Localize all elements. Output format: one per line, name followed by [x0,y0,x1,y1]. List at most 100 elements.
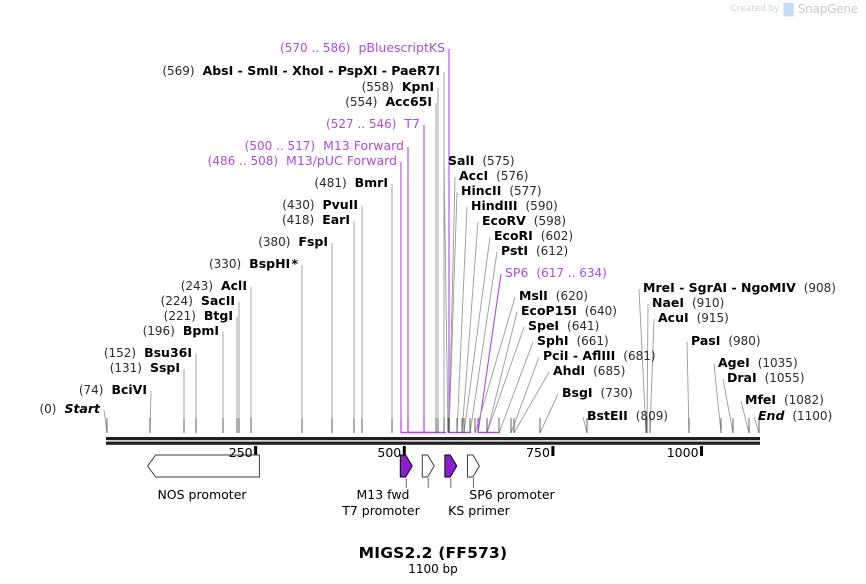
site-name: FspI [298,234,328,249]
site-position: (243) [180,279,214,293]
feature-arrow-t7-promoter[interactable] [399,454,413,478]
site-label-bsu36i: (152) Bsu36I [0,346,192,360]
site-position: (730) [600,386,633,400]
ruler-tick-250: 250 [228,445,253,460]
site-name: T7 [404,116,420,131]
site-position: (1100) [792,409,833,423]
site-name: SgrAI [688,280,728,295]
site-position: (1035) [757,356,798,370]
site-name: PspXI [337,63,378,78]
sequence-backbone-bottom [106,441,760,445]
site-label-pcii: PciI - AflIII (681) [543,349,656,363]
site-name: SP6 [505,265,529,280]
ruler-tick-1000: 1000 [666,445,699,460]
site-label-btgi: (221) BtgI [0,309,233,323]
site-name: AbsI [202,63,234,78]
feature-arrow-m13-fwd[interactable] [421,454,435,478]
site-position: (640) [584,304,617,318]
site-name: AgeI [718,355,750,370]
site-position: (1082) [783,393,824,407]
site-name: SpeI [528,318,560,333]
site-label-drai: DraI (1055) [727,371,805,385]
site-name: AclI [220,278,247,293]
site-name: BstEII [587,408,628,423]
site-position: (558) [361,80,394,94]
feature-arrow-ks-primer[interactable] [444,454,458,478]
site-position: (617 .. 634) [536,266,607,280]
snapgene-logo-icon: ▇ [783,1,794,17]
watermark-created-by: Created by [730,4,780,14]
leader-line [513,371,550,434]
site-name: BspHI [249,256,291,271]
site-name: PstI [501,243,529,258]
site-name: KpnI [401,79,434,94]
site-position: (576) [496,169,529,183]
site-name: PasI [691,333,721,348]
site-position: (224) [160,294,193,308]
name-separator: - [323,63,338,78]
site-name: BmrI [354,175,388,190]
site-position: (527 .. 546) [326,117,397,131]
feature-caption-sp6-promoter: SP6 promoter [469,487,555,502]
feature-arrow-sp6-promoter[interactable] [466,454,480,478]
feature-caption-nos-promoter: NOS promoter [157,487,247,502]
site-position: (685) [593,364,626,378]
name-separator: - [377,63,392,78]
site-position: (380) [258,235,291,249]
leader-line [753,416,760,434]
leader-line [486,326,525,434]
leader-line [510,356,540,434]
site-position: (196) [142,324,175,338]
site-name: SspI [149,360,180,375]
site-position: (570 .. 586) [280,41,351,55]
site-position: (641) [567,319,600,333]
site-name: SphI [537,333,569,348]
site-position: (980) [728,334,761,348]
ruler-tick-750: 750 [526,445,550,460]
feature-arrow-nos-promoter[interactable] [146,454,260,478]
site-label-m13/puc forward: (486 .. 508) M13/pUC Forward [0,154,397,168]
site-label-absi: (569) AbsI - SmlI - XhoI - PspXI - PaeR7… [0,64,440,78]
site-label-mfei: MfeI (1082) [745,393,824,407]
site-name: NgoMIV [741,280,796,295]
site-label-bsgi: BsgI (730) [562,386,633,400]
leader-line [103,409,108,434]
site-label-sp6: SP6 (617 .. 634) [505,266,607,280]
site-name: EcoP15I [521,303,577,318]
site-position: (481) [314,176,347,190]
site-label-psti: PstI (612) [501,244,568,258]
site-position: (330) [208,257,242,271]
site-position: (602) [540,229,574,243]
site-name: HindIII [471,198,518,213]
site-name: End [758,408,785,423]
name-separator: - [233,63,248,78]
site-position: (131) [109,361,142,375]
site-name: MreI [643,280,675,295]
site-label-agei: AgeI (1035) [718,356,798,370]
site-label-bmri: (481) BmrI [0,176,388,190]
site-label-kpni: (558) KpnI [0,80,434,94]
site-label-acc65i: (554) Acc65I [0,95,432,109]
site-label-pasi: PasI (980) [691,334,761,348]
ruler-tick-500: 500 [377,445,402,460]
site-name: SacII [200,293,235,308]
site-position: (430) [282,198,315,212]
site-name: AhdI [553,363,586,378]
site-label-pvuii: (430) PvuII [0,198,358,212]
site-name: M13/pUC Forward [286,153,397,168]
site-name: Start [64,401,100,416]
leader-line [638,288,647,434]
site-label-mrei: MreI - SgrAI - NgoMIV (908) [643,281,836,295]
site-name: BtgI [203,308,233,323]
site-name: Acc65I [385,94,432,109]
site-position: (74) [78,383,104,397]
leader-line [646,303,649,434]
name-separator: - [278,63,293,78]
site-name: XhoI [292,63,324,78]
site-name: BciVI [111,382,147,397]
leader-line [486,311,518,434]
ruler-tick [551,446,555,456]
site-label-msli: MslI (620) [519,289,588,303]
site-name: M13 Forward [323,138,404,153]
